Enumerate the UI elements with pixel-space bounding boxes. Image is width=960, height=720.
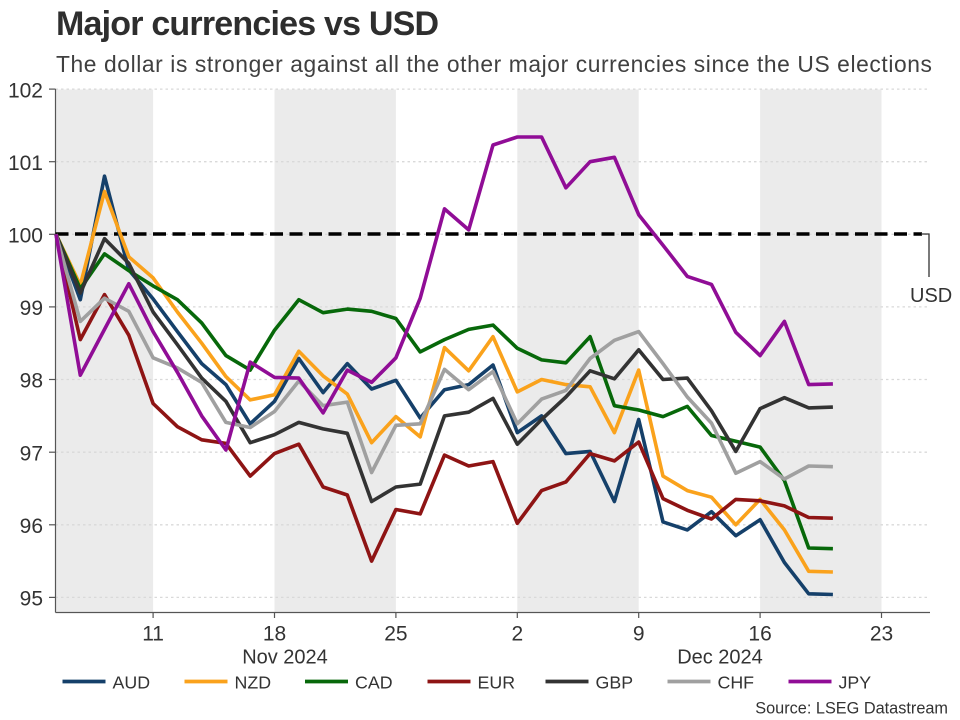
svg-text:23: 23 bbox=[870, 623, 893, 646]
svg-text:GBP: GBP bbox=[596, 673, 634, 693]
svg-text:96: 96 bbox=[20, 515, 43, 538]
svg-text:102: 102 bbox=[8, 79, 43, 102]
svg-text:100: 100 bbox=[8, 225, 43, 248]
svg-text:9: 9 bbox=[633, 623, 645, 646]
svg-text:Dec 2024: Dec 2024 bbox=[677, 647, 763, 669]
svg-text:101: 101 bbox=[8, 152, 43, 175]
svg-text:Nov 2024: Nov 2024 bbox=[242, 647, 328, 669]
svg-text:16: 16 bbox=[748, 623, 771, 646]
svg-text:98: 98 bbox=[20, 370, 43, 393]
svg-text:97: 97 bbox=[20, 442, 43, 465]
svg-text:The dollar is stronger against: The dollar is stronger against all the o… bbox=[56, 51, 933, 77]
svg-text:CHF: CHF bbox=[718, 673, 755, 693]
svg-text:USD: USD bbox=[910, 285, 952, 307]
svg-text:25: 25 bbox=[384, 623, 407, 646]
svg-text:Major currencies vs USD: Major currencies vs USD bbox=[56, 5, 438, 43]
svg-text:JPY: JPY bbox=[839, 673, 872, 693]
svg-text:EUR: EUR bbox=[478, 673, 516, 693]
svg-text:AUD: AUD bbox=[113, 673, 151, 693]
svg-text:Source: LSEG Datastream: Source: LSEG Datastream bbox=[755, 700, 948, 718]
svg-text:11: 11 bbox=[142, 623, 164, 646]
svg-text:18: 18 bbox=[263, 623, 286, 646]
svg-text:CAD: CAD bbox=[355, 673, 393, 693]
svg-text:2: 2 bbox=[511, 623, 523, 646]
svg-text:95: 95 bbox=[20, 588, 43, 611]
svg-text:NZD: NZD bbox=[235, 673, 272, 693]
svg-text:99: 99 bbox=[20, 297, 43, 320]
